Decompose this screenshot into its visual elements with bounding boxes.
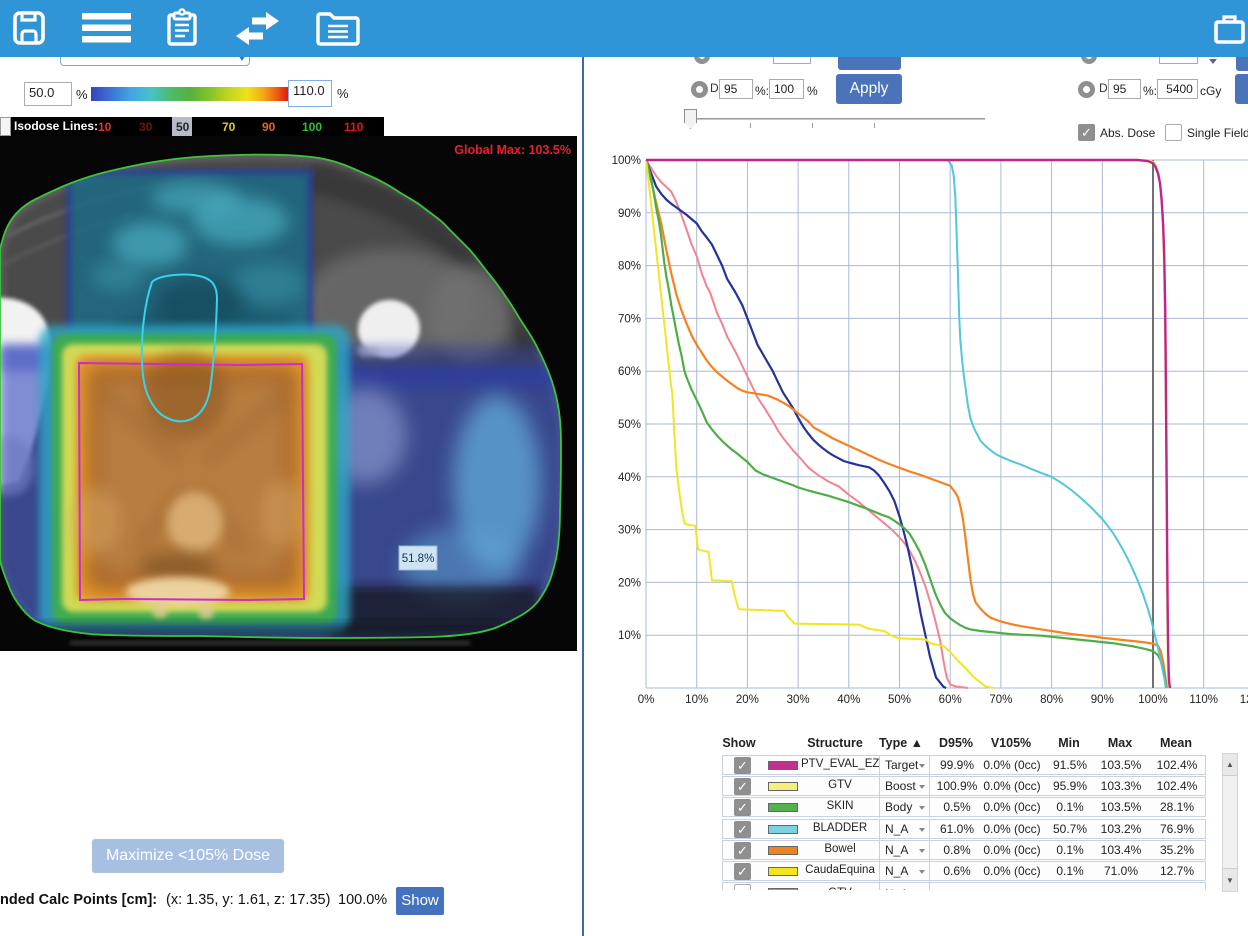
svg-text:10%: 10% [618, 630, 641, 642]
svg-text:90%: 90% [618, 208, 641, 220]
svg-text:60%: 60% [618, 366, 641, 378]
svg-text:40%: 40% [837, 694, 860, 706]
svg-text:80%: 80% [1040, 694, 1063, 706]
svg-text:100%: 100% [1138, 694, 1167, 706]
svg-text:30%: 30% [787, 694, 810, 706]
svg-text:80%: 80% [618, 261, 641, 273]
svg-text:70%: 70% [989, 694, 1012, 706]
svg-text:0%: 0% [638, 694, 655, 706]
svg-text:20%: 20% [736, 694, 759, 706]
svg-text:Global Max: 103.5%: Global Max: 103.5% [454, 143, 571, 157]
svg-text:50%: 50% [618, 419, 641, 431]
svg-text:100%: 100% [612, 155, 641, 167]
svg-text:70%: 70% [618, 313, 641, 325]
svg-text:120%: 120% [1240, 694, 1248, 706]
svg-text:51.8%: 51.8% [402, 553, 435, 565]
svg-text:20%: 20% [618, 577, 641, 589]
svg-text:110%: 110% [1189, 694, 1218, 706]
svg-text:30%: 30% [618, 525, 641, 537]
svg-text:40%: 40% [618, 472, 641, 484]
svg-text:60%: 60% [939, 694, 962, 706]
svg-text:10%: 10% [685, 694, 708, 706]
svg-text:50%: 50% [888, 694, 911, 706]
svg-text:90%: 90% [1091, 694, 1114, 706]
